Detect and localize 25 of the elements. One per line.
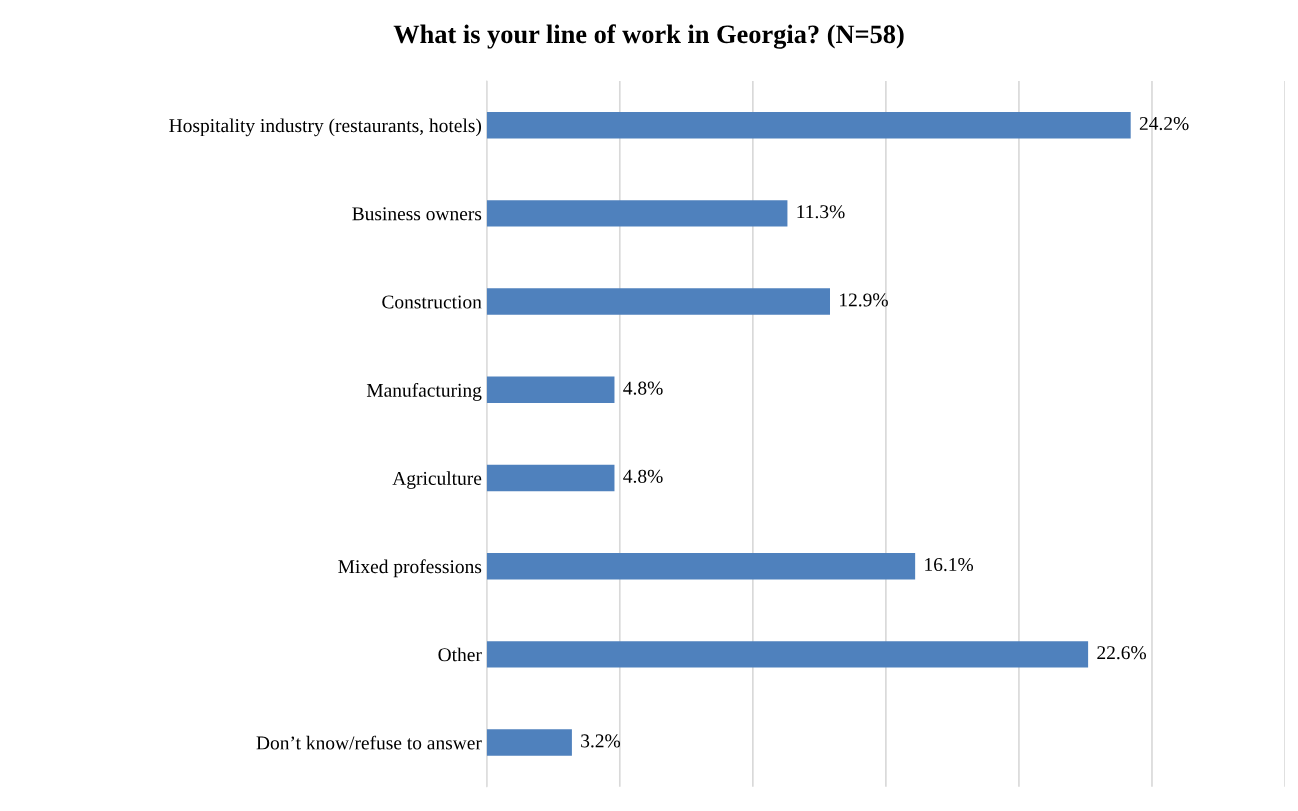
data-label: 22.6%: [1097, 646, 1147, 660]
data-label: 24.2%: [1139, 116, 1189, 131]
data-label: 3.2%: [581, 734, 621, 748]
y-tick-label: Manufacturing: [366, 382, 482, 401]
data-label: 12.9%: [840, 293, 888, 307]
bar: [486, 376, 615, 404]
bar: [486, 111, 1131, 139]
data-label: 16.1%: [925, 557, 974, 572]
y-tick-label: Don’t know/refuse to answer: [256, 735, 482, 750]
bar: [486, 552, 916, 580]
y-tick-label: Agriculture: [392, 471, 482, 489]
bar: [486, 464, 615, 492]
data-label: 4.8%: [623, 469, 663, 483]
bar: [486, 641, 1089, 668]
y-tick-label: Construction: [382, 295, 482, 309]
y-tick-label: Business owners: [352, 207, 482, 221]
bar: [486, 200, 788, 227]
y-tick-label: Other: [438, 647, 482, 662]
data-label: 4.8%: [623, 381, 663, 395]
bar: [486, 729, 572, 756]
y-tick-label: Hospitality industry (restaurants, hotels): [169, 118, 482, 137]
y-tick-label: Mixed professions: [338, 559, 482, 578]
chart-title: What is your line of work in Georgia? (N=58): [393, 24, 904, 49]
data-label: 11.3%: [797, 205, 845, 219]
bar: [486, 288, 831, 315]
